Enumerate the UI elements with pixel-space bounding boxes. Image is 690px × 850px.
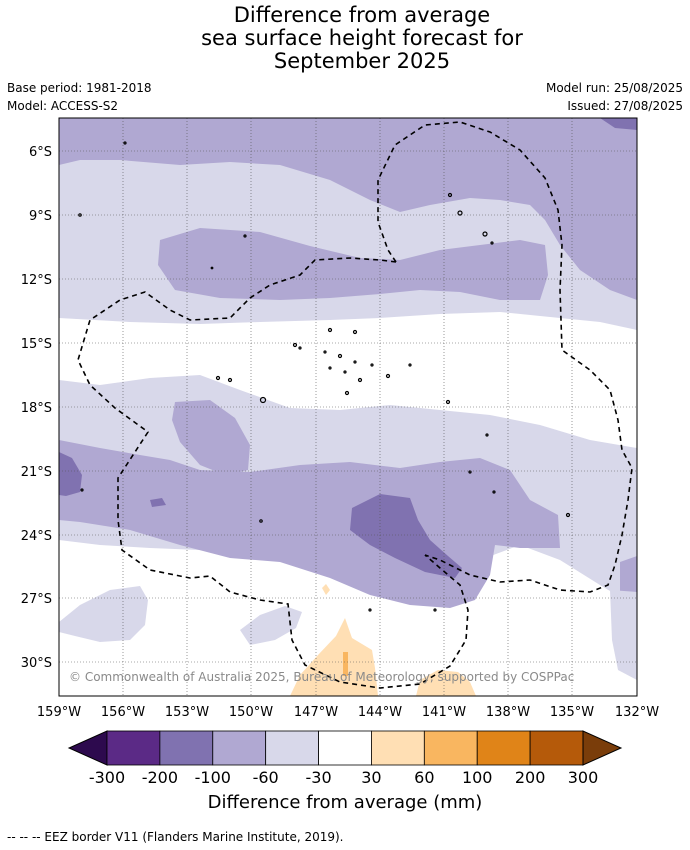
colorbar-tick-label: 200: [515, 768, 546, 787]
lon-tick-label: 135°W: [550, 705, 594, 720]
patch-medium-center-north: [172, 400, 250, 475]
base-period: Base period: 1981-2018: [7, 81, 152, 95]
lon-tick-label: 153°W: [165, 705, 209, 720]
colorbar-tick-label: -300: [89, 768, 125, 787]
meta-left: Base period: 1981-2018 Model: ACCESS-S2: [7, 79, 152, 115]
title-line-3: September 2025: [273, 49, 451, 73]
chart-title: Difference from average sea surface heig…: [0, 4, 690, 73]
lon-tick-label: 132°W: [615, 705, 659, 720]
colorbar-segment: [212, 730, 267, 766]
lat-axis: 6°S 9°S 12°S 15°S 18°S 21°S 24°S 27°S 30…: [21, 145, 52, 671]
colorbar-tick-label: -200: [142, 768, 178, 787]
title-line-2: sea surface height forecast for: [201, 26, 523, 50]
colorbar-extend-low: [67, 730, 108, 766]
patch-dark-west: [59, 452, 82, 496]
band-north-medium-top: [59, 118, 637, 300]
lat-tick-label: 27°S: [21, 592, 52, 607]
colorbar-extend-high: [582, 730, 623, 766]
colorbar-segment: [423, 730, 478, 766]
lon-tick-label: 150°W: [229, 705, 273, 720]
colorbar-title: Difference from average (mm): [207, 792, 483, 813]
colorbar-tick-label: 60: [414, 768, 434, 787]
patch-positive-strong: [343, 652, 348, 676]
lat-tick-label: 6°S: [29, 145, 52, 160]
eez-footnote: -- -- -- EEZ border V11 (Flanders Marine…: [7, 830, 344, 844]
lat-tick-label: 30°S: [21, 656, 52, 671]
lat-tick-label: 18°S: [21, 401, 52, 416]
colorbar-tick-label: 30: [361, 768, 381, 787]
patch-dark-small: [150, 498, 166, 507]
patch-medium-right-edge: [620, 556, 637, 594]
colorbar-segment: [159, 730, 214, 766]
lon-tick-label: 141°W: [422, 705, 466, 720]
model-name: Model: ACCESS-S2: [7, 99, 119, 113]
lat-tick-label: 21°S: [21, 465, 52, 480]
lat-tick-label: 15°S: [21, 337, 52, 352]
patch-light-s: [240, 606, 302, 645]
anomaly-field: [59, 118, 637, 696]
copyright-notice: © Commonwealth of Australia 2025, Bureau…: [69, 670, 574, 684]
title-line-1: Difference from average: [233, 3, 491, 27]
colorbar-segment: [265, 730, 319, 766]
lat-tick-label: 9°S: [29, 209, 52, 224]
model-run: Model run: 25/08/2025: [545, 81, 683, 95]
patch-dark-ne: [600, 118, 637, 130]
sea-level-map: © Commonwealth of Australia 2025, Bureau…: [21, 117, 659, 787]
meta-right: Model run: 25/08/2025 Issued: 27/08/2025: [546, 79, 683, 115]
colorbar-tick-label: 100: [462, 768, 493, 787]
colorbar-tick-label: 300: [568, 768, 599, 787]
colorbar-tick-label: -100: [195, 768, 231, 787]
colorbar: -300 -200 -100 -60 -30 30 60 100 200 300: [67, 730, 623, 787]
band-north-medium-mid: [158, 228, 548, 300]
lat-tick-label: 24°S: [21, 529, 52, 544]
patch-dark-center-south: [350, 494, 462, 578]
patch-positive-small: [322, 584, 330, 595]
islands: [78, 141, 571, 612]
lat-tick-label: 12°S: [21, 273, 52, 288]
colorbar-segment: [318, 730, 372, 766]
eez-border-west: [77, 257, 469, 689]
patch-light-sw: [59, 586, 148, 642]
patch-positive-south: [290, 618, 378, 696]
lon-tick-label: 159°W: [37, 705, 81, 720]
colorbar-segment: [106, 730, 161, 766]
colorbar-segment: [371, 730, 425, 766]
colorbar-segment: [476, 730, 531, 766]
eez-border: [77, 121, 633, 689]
colorbar-tick-label: -60: [253, 768, 279, 787]
lon-tick-label: 144°W: [358, 705, 402, 720]
lon-tick-label: 156°W: [101, 705, 145, 720]
plot-frame: [58, 117, 638, 697]
lon-tick-label: 138°W: [486, 705, 530, 720]
colorbar-segment: [529, 730, 584, 766]
lon-tick-label: 147°W: [294, 705, 338, 720]
eez-border-north: [377, 121, 633, 593]
colorbar-tick-label: -30: [305, 768, 331, 787]
issued-date: Issued: 27/08/2025: [567, 99, 683, 113]
patch-light-se: [610, 590, 637, 680]
lon-axis: 159°W 156°W 153°W 150°W 147°W 144°W 141°…: [37, 705, 659, 720]
grid-lines: [59, 118, 637, 696]
